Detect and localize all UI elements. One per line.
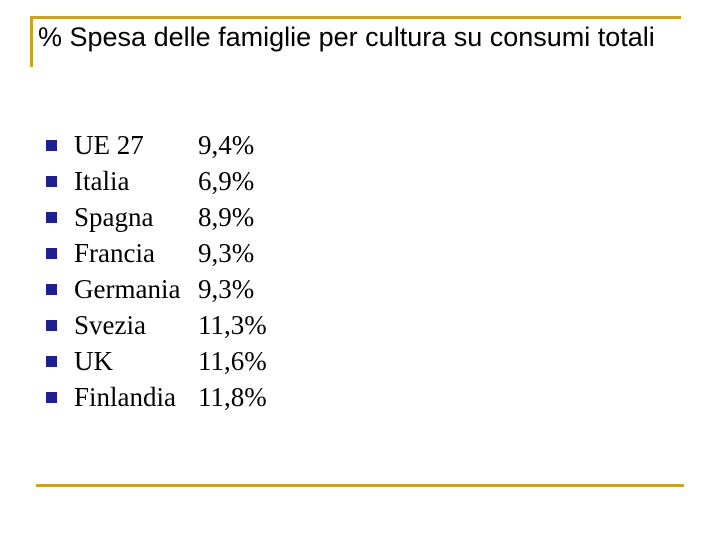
title-frame <box>30 16 681 67</box>
country-label: UK <box>74 345 113 376</box>
country-label: UE 27 <box>74 129 144 160</box>
list-item: UK 11,6% <box>46 343 267 379</box>
country-label: Italia <box>74 165 130 196</box>
country-label: Finlandia <box>74 381 176 412</box>
percentage-value: 9,3% <box>198 273 255 304</box>
bullet-list: UE 27 9,4% Italia 6,9% Spagna 8,9% Franc… <box>46 127 267 415</box>
square-bullet-icon <box>46 319 57 331</box>
square-bullet-icon <box>46 139 57 151</box>
list-item: Svezia 11,3% <box>46 307 267 343</box>
square-bullet-icon <box>46 391 57 403</box>
percentage-value: 11,8% <box>198 381 267 412</box>
country-label: Svezia <box>74 309 146 340</box>
square-bullet-icon <box>46 283 57 295</box>
square-bullet-icon <box>46 211 57 223</box>
percentage-value: 9,3% <box>198 237 255 268</box>
country-label: Francia <box>74 237 155 268</box>
square-bullet-icon <box>46 247 57 259</box>
list-item: Francia 9,3% <box>46 235 267 271</box>
list-item: Germania 9,3% <box>46 271 267 307</box>
percentage-value: 11,3% <box>198 309 267 340</box>
slide-title: % Spesa delle famiglie per cultura su co… <box>38 22 655 52</box>
list-item: Italia 6,9% <box>46 163 267 199</box>
list-item: Spagna 8,9% <box>46 199 267 235</box>
list-item: UE 27 9,4% <box>46 127 267 163</box>
list-item: Finlandia 11,8% <box>46 379 267 415</box>
square-bullet-icon <box>46 355 57 367</box>
percentage-value: 8,9% <box>198 201 255 232</box>
percentage-value: 9,4% <box>198 129 255 160</box>
percentage-value: 11,6% <box>198 345 267 376</box>
square-bullet-icon <box>46 175 57 187</box>
percentage-value: 6,9% <box>198 165 255 196</box>
country-label: Spagna <box>74 201 154 232</box>
bottom-divider <box>36 484 684 487</box>
country-label: Germania <box>74 273 181 304</box>
